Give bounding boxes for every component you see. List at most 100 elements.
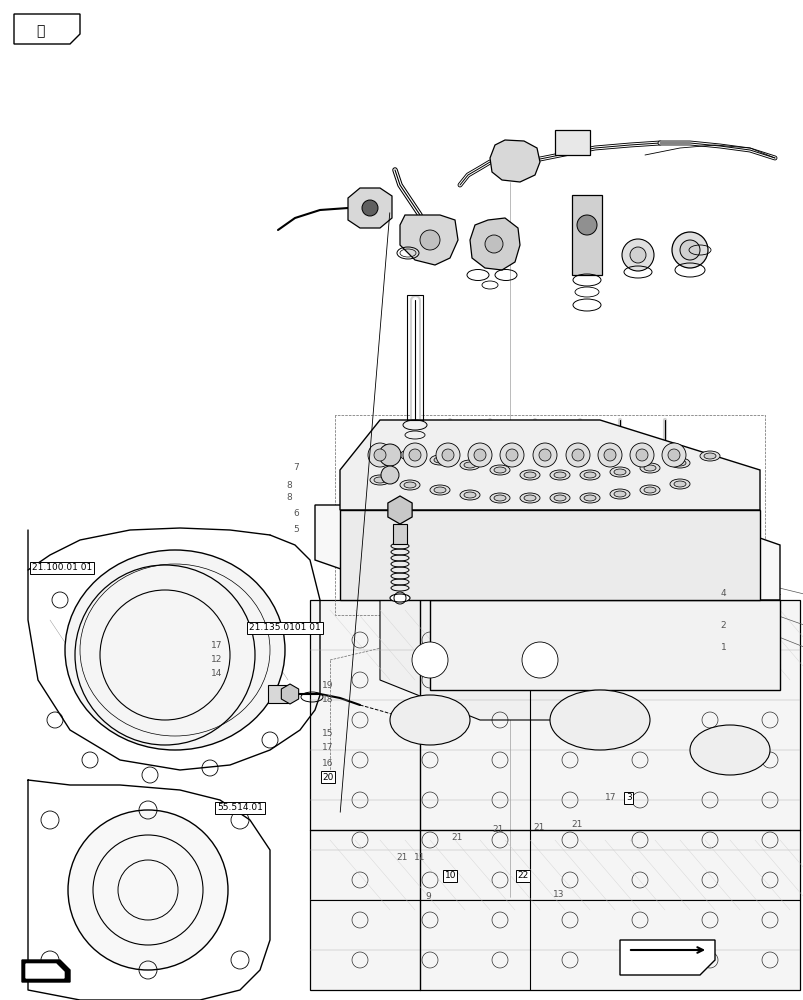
Circle shape xyxy=(532,443,556,467)
Text: 55.514.01: 55.514.01 xyxy=(217,803,263,812)
Ellipse shape xyxy=(403,482,415,488)
Polygon shape xyxy=(310,600,799,990)
Text: 22: 22 xyxy=(516,871,528,880)
Text: 🦌: 🦌 xyxy=(36,24,44,38)
Circle shape xyxy=(409,449,421,461)
Ellipse shape xyxy=(493,467,505,473)
Ellipse shape xyxy=(549,493,569,503)
Circle shape xyxy=(505,449,517,461)
Ellipse shape xyxy=(669,458,689,468)
Text: 15: 15 xyxy=(322,729,333,738)
Polygon shape xyxy=(22,960,70,982)
Ellipse shape xyxy=(643,465,655,471)
Text: 2: 2 xyxy=(720,620,725,630)
Ellipse shape xyxy=(489,493,509,503)
Bar xyxy=(267,685,287,703)
Circle shape xyxy=(679,240,699,260)
Ellipse shape xyxy=(434,457,446,463)
Text: 5: 5 xyxy=(292,526,299,534)
Text: 17: 17 xyxy=(211,642,222,650)
Circle shape xyxy=(565,443,589,467)
Circle shape xyxy=(474,449,485,461)
Ellipse shape xyxy=(609,489,630,499)
Ellipse shape xyxy=(609,467,630,477)
Text: 8: 8 xyxy=(286,481,292,489)
Circle shape xyxy=(571,449,583,461)
Text: 21: 21 xyxy=(492,825,503,834)
Ellipse shape xyxy=(643,487,655,493)
Polygon shape xyxy=(380,600,589,720)
Circle shape xyxy=(419,230,439,250)
Text: 21: 21 xyxy=(396,853,407,862)
Text: 4: 4 xyxy=(720,589,725,598)
Ellipse shape xyxy=(369,475,389,485)
Ellipse shape xyxy=(549,690,649,750)
Circle shape xyxy=(378,444,401,466)
Text: 6: 6 xyxy=(292,510,299,518)
Ellipse shape xyxy=(400,480,419,490)
Text: 21: 21 xyxy=(571,820,582,829)
Text: 20: 20 xyxy=(322,772,333,782)
Polygon shape xyxy=(470,218,520,270)
Ellipse shape xyxy=(673,460,685,466)
Ellipse shape xyxy=(459,460,479,470)
Ellipse shape xyxy=(553,472,565,478)
Circle shape xyxy=(381,466,398,484)
Ellipse shape xyxy=(489,465,509,475)
Circle shape xyxy=(442,449,454,461)
Bar xyxy=(393,524,406,544)
Ellipse shape xyxy=(669,479,689,489)
Ellipse shape xyxy=(699,451,719,461)
Text: 12: 12 xyxy=(211,656,222,664)
Text: 17: 17 xyxy=(322,743,333,752)
Text: 21: 21 xyxy=(532,823,544,832)
Circle shape xyxy=(671,232,707,268)
Circle shape xyxy=(603,449,615,461)
Text: 3: 3 xyxy=(625,793,631,802)
Circle shape xyxy=(368,443,392,467)
Polygon shape xyxy=(619,940,714,975)
Polygon shape xyxy=(14,14,80,44)
Bar xyxy=(554,130,589,155)
Text: 21.100.01 01: 21.100.01 01 xyxy=(32,564,92,572)
Polygon shape xyxy=(26,964,64,978)
Bar xyxy=(406,295,422,420)
Circle shape xyxy=(635,449,647,461)
Ellipse shape xyxy=(639,463,659,473)
Circle shape xyxy=(435,443,459,467)
Text: 14: 14 xyxy=(211,670,222,678)
Text: 7: 7 xyxy=(292,464,299,473)
Text: 21: 21 xyxy=(450,833,462,842)
Ellipse shape xyxy=(373,477,385,483)
Ellipse shape xyxy=(579,493,599,503)
Text: 19: 19 xyxy=(322,682,333,690)
Circle shape xyxy=(667,449,679,461)
Text: 16: 16 xyxy=(322,758,333,768)
Ellipse shape xyxy=(520,493,540,503)
Circle shape xyxy=(661,443,685,467)
Polygon shape xyxy=(340,510,759,600)
Text: 10: 10 xyxy=(444,871,455,880)
Circle shape xyxy=(622,239,653,271)
Text: 17: 17 xyxy=(605,793,616,802)
Ellipse shape xyxy=(463,492,475,498)
Text: 18: 18 xyxy=(322,696,333,704)
Polygon shape xyxy=(315,505,779,600)
Ellipse shape xyxy=(430,485,450,495)
Text: 9: 9 xyxy=(425,892,431,902)
Ellipse shape xyxy=(369,445,389,455)
Circle shape xyxy=(373,449,385,461)
Ellipse shape xyxy=(579,470,599,480)
Ellipse shape xyxy=(673,481,685,487)
Ellipse shape xyxy=(524,472,536,478)
Ellipse shape xyxy=(430,455,450,465)
Circle shape xyxy=(467,443,491,467)
Circle shape xyxy=(484,235,503,253)
Text: 21.135.0101 01: 21.135.0101 01 xyxy=(249,624,320,632)
Ellipse shape xyxy=(639,485,659,495)
Ellipse shape xyxy=(493,495,505,501)
Ellipse shape xyxy=(553,495,565,501)
Ellipse shape xyxy=(389,594,410,602)
Ellipse shape xyxy=(689,725,769,775)
Circle shape xyxy=(361,200,377,216)
